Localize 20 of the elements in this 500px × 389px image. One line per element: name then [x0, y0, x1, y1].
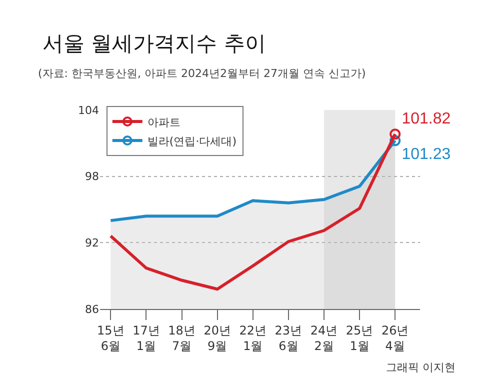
x-tick-label: 25년 1월 — [346, 323, 374, 353]
data-label: 101.23 — [402, 146, 451, 164]
y-tick-label: 92 — [85, 236, 99, 250]
x-tick-label: 24년 2월 — [310, 323, 338, 353]
y-tick-label: 98 — [85, 170, 99, 184]
x-tick-label: 22년 1월 — [239, 323, 267, 353]
y-tick-label: 104 — [78, 104, 99, 117]
x-tick-label: 17년 1월 — [132, 323, 160, 353]
legend-label: 빌라(연립·다세대) — [147, 134, 236, 148]
data-label: 101.82 — [402, 110, 451, 128]
x-tick-label: 15년 6월 — [97, 323, 124, 353]
text: 그래픽 이지현 — [386, 361, 456, 374]
x-tick-label: 18년 7월 — [168, 323, 196, 353]
legend-label: 아파트 — [147, 116, 180, 129]
y-tick-label: 86 — [85, 302, 99, 316]
chart-title: 서울 월세가격지수 추이 — [42, 32, 266, 56]
chart-subtitle: (자료: 한국부동산원, 아파트 2024년2월부터 27개월 연속 신고가) — [38, 67, 366, 80]
x-tick-label: 23년 6월 — [274, 323, 302, 353]
x-tick-label: 20년 9월 — [204, 323, 231, 353]
x-tick-label: 26년 4월 — [381, 323, 409, 353]
